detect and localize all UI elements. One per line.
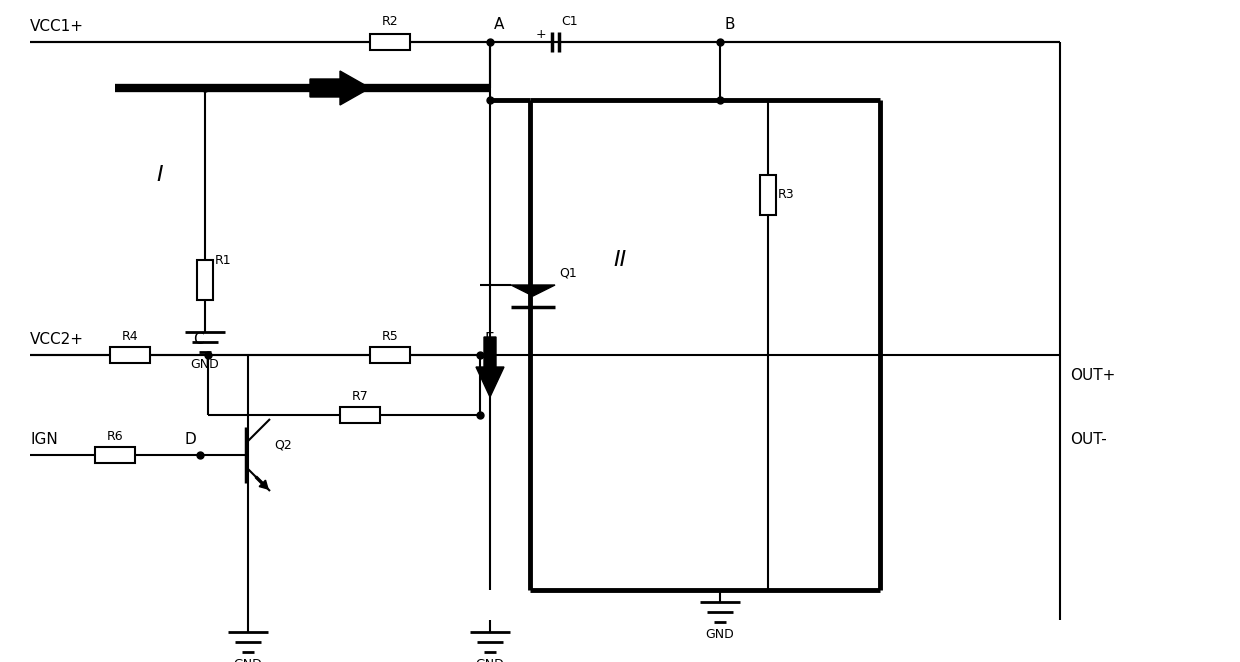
Bar [370,34,410,50]
Text: II: II [614,250,626,270]
Text: GND: GND [706,628,734,641]
Bar [340,407,379,423]
Text: R3: R3 [777,189,795,201]
Bar [95,447,135,463]
FancyArrow shape [255,476,268,489]
Text: I: I [156,165,164,185]
Bar [760,175,776,215]
Text: Q2: Q2 [274,438,291,451]
Bar [197,260,213,300]
Bar [370,347,410,363]
Text: R4: R4 [122,330,139,343]
FancyArrow shape [310,71,370,105]
Text: IGN: IGN [30,432,58,447]
Text: OUT+: OUT+ [1070,367,1115,383]
Text: D: D [185,432,196,447]
FancyArrow shape [476,337,503,397]
Text: VCC2+: VCC2+ [30,332,84,347]
Text: +: + [536,28,547,40]
Text: OUT-: OUT- [1070,432,1107,448]
Text: VCC1+: VCC1+ [30,19,84,34]
Text: R1: R1 [215,254,232,267]
Text: B: B [724,17,734,32]
Text: Q1: Q1 [559,267,577,280]
Text: A: A [494,17,505,32]
Text: GND: GND [233,658,263,662]
Text: R5: R5 [382,330,398,343]
Text: R7: R7 [352,390,368,403]
Bar [110,347,150,363]
Text: GND: GND [191,358,219,371]
Polygon shape [511,285,556,296]
Text: R6: R6 [107,430,123,443]
Text: C: C [193,332,205,347]
Text: E: E [484,332,494,347]
Text: C1: C1 [560,15,578,28]
Text: R2: R2 [382,15,398,28]
Text: GND: GND [476,658,505,662]
